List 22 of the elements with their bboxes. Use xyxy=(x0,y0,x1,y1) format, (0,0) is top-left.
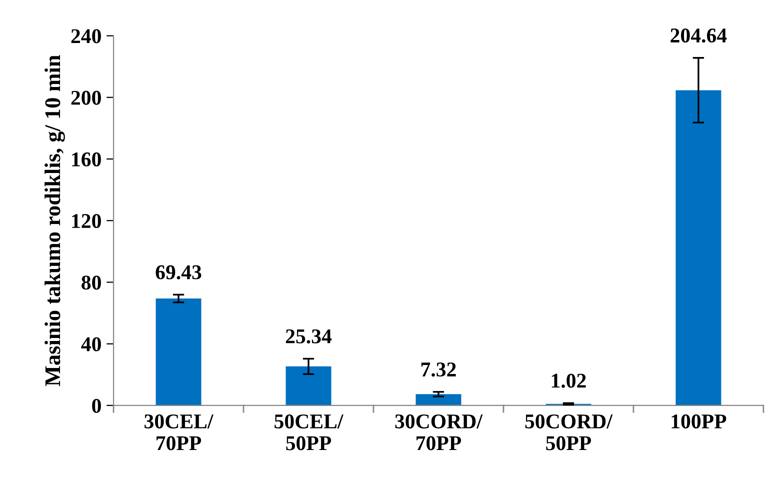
x-tick-label: 50CEL/ 50PP xyxy=(274,414,344,450)
data-label: 204.64 xyxy=(670,28,727,43)
y-tick-label: 80 xyxy=(82,276,101,290)
bar xyxy=(156,298,202,406)
x-tick-label: 30CORD/ 70PP xyxy=(395,414,483,450)
x-tick-label: 30CEL/ 70PP xyxy=(144,414,214,450)
y-tick-label: 0 xyxy=(92,398,101,413)
bar xyxy=(416,394,462,406)
data-label: 25.34 xyxy=(286,329,332,344)
x-tick-label: 100PP xyxy=(672,414,726,428)
y-tick-label: 240 xyxy=(71,29,101,44)
y-tick-label: 200 xyxy=(71,90,101,105)
data-label: 1.02 xyxy=(552,374,586,388)
y-tick-label: 120 xyxy=(72,214,101,228)
y-tick-label: 160 xyxy=(72,152,101,166)
y-tick-label: 40 xyxy=(81,337,101,352)
x-tick-label: 50CORD/ 50PP xyxy=(525,414,613,450)
data-label: 69.43 xyxy=(156,265,202,280)
data-label: 7.32 xyxy=(421,362,456,377)
bar xyxy=(676,90,722,406)
y-axis-title: Masinio takumo rodiklis, g/ 10 min xyxy=(44,55,65,386)
bar xyxy=(286,366,332,406)
